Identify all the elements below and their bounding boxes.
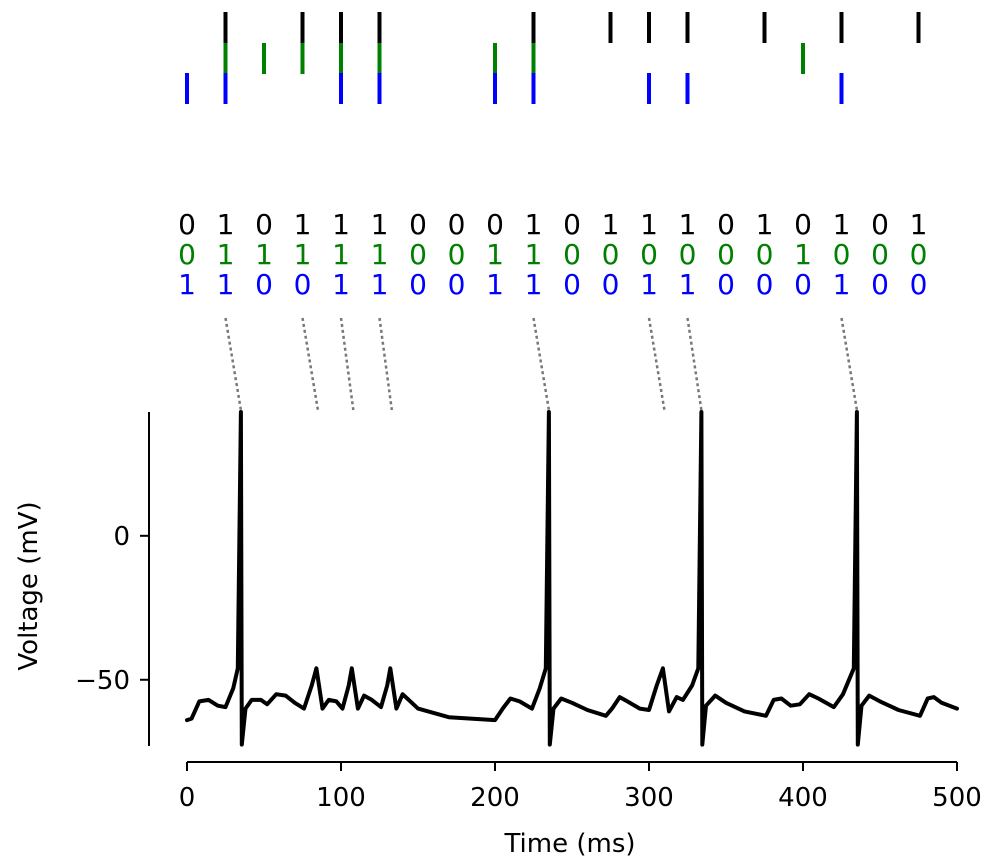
bit-label: 0 xyxy=(717,268,735,301)
bit-label: 1 xyxy=(371,208,389,241)
x-tick-label: 0 xyxy=(179,783,196,813)
bit-label: 0 xyxy=(178,238,196,271)
y-tick-label: −50 xyxy=(75,666,130,696)
bit-label: 1 xyxy=(640,268,658,301)
bit-label: 0 xyxy=(871,268,889,301)
x-tick-label: 300 xyxy=(624,783,674,813)
bit-label: 0 xyxy=(255,208,273,241)
bit-label: 0 xyxy=(756,238,774,271)
bit-label: 0 xyxy=(563,208,581,241)
bit-label: 0 xyxy=(910,268,928,301)
x-ticks: 0 100 200 300 400 500 xyxy=(179,762,982,813)
binary-code-grid: 0 1 0 1 1 1 0 0 0 1 0 1 1 1 0 1 0 1 0 10 1 1 1 1 1 0 0 1 1 0 0 0 0 0 0 1 0 0 0… xyxy=(178,208,927,301)
bit-label: 1 xyxy=(679,268,697,301)
x-tick-label: 200 xyxy=(470,783,520,813)
y-axis-label: Voltage (mV) xyxy=(14,501,44,670)
bit-label: 0 xyxy=(602,238,620,271)
bit-label: 1 xyxy=(217,238,235,271)
bit-label: 1 xyxy=(679,208,697,241)
bit-label: 0 xyxy=(794,208,812,241)
bit-label: 1 xyxy=(371,268,389,301)
connector-line xyxy=(378,317,394,411)
bit-label: 0 xyxy=(448,238,466,271)
bit-label: 1 xyxy=(294,238,312,271)
bit-label: 1 xyxy=(833,208,851,241)
bit-label: 1 xyxy=(833,268,851,301)
bit-label: 1 xyxy=(255,238,273,271)
bit-label: 0 xyxy=(448,208,466,241)
spike-connectors xyxy=(224,317,859,411)
bit-label: 0 xyxy=(255,268,273,301)
connector-line xyxy=(301,317,320,411)
x-tick-label: 500 xyxy=(932,783,982,813)
bit-label: 0 xyxy=(602,268,620,301)
bit-label: 1 xyxy=(217,268,235,301)
bit-label: 0 xyxy=(640,238,658,271)
voltage-trace xyxy=(185,410,959,747)
bit-label: 1 xyxy=(794,238,812,271)
bit-label: 0 xyxy=(409,238,427,271)
x-tick-label: 100 xyxy=(316,783,366,813)
y-tick-label: 0 xyxy=(113,522,130,552)
bit-label: 1 xyxy=(525,268,543,301)
bit-label: 1 xyxy=(371,238,389,271)
bit-label: 1 xyxy=(486,268,504,301)
bit-label: 0 xyxy=(717,238,735,271)
bit-label: 1 xyxy=(602,208,620,241)
bit-label: 1 xyxy=(332,268,350,301)
connector-line xyxy=(532,317,551,411)
bit-label: 1 xyxy=(525,238,543,271)
connector-line xyxy=(840,317,859,411)
bit-label: 1 xyxy=(332,208,350,241)
bit-label: 1 xyxy=(332,238,350,271)
bit-label: 0 xyxy=(910,238,928,271)
connector-line xyxy=(339,317,355,411)
bit-label: 0 xyxy=(679,238,697,271)
bit-label: 0 xyxy=(563,238,581,271)
bit-label: 0 xyxy=(409,208,427,241)
connector-line xyxy=(647,317,666,411)
connector-line xyxy=(224,317,243,411)
bit-label: 0 xyxy=(563,268,581,301)
voltage-axes: 0 100 200 300 400 500 0 −50 Time (ms) Voltage … xyxy=(14,412,982,859)
bit-label: 0 xyxy=(294,268,312,301)
bit-label: 0 xyxy=(794,268,812,301)
bit-label: 1 xyxy=(486,238,504,271)
bit-label: 0 xyxy=(486,208,504,241)
bit-label: 0 xyxy=(448,268,466,301)
connector-line xyxy=(686,317,703,411)
bit-label: 0 xyxy=(409,268,427,301)
bit-label: 0 xyxy=(178,208,196,241)
bit-label: 0 xyxy=(717,208,735,241)
bit-label: 1 xyxy=(217,208,235,241)
bit-label: 1 xyxy=(525,208,543,241)
bit-label: 1 xyxy=(756,208,774,241)
y-ticks: 0 −50 xyxy=(75,522,149,696)
bit-label: 0 xyxy=(756,268,774,301)
x-tick-label: 400 xyxy=(778,783,828,813)
x-axis-label: Time (ms) xyxy=(503,829,635,859)
spike-raster xyxy=(185,12,921,104)
bit-label: 1 xyxy=(910,208,928,241)
bit-label: 0 xyxy=(871,238,889,271)
bit-label: 1 xyxy=(178,268,196,301)
bit-label: 0 xyxy=(871,208,889,241)
bit-label: 1 xyxy=(640,208,658,241)
bit-label: 0 xyxy=(833,238,851,271)
bit-label: 1 xyxy=(294,208,312,241)
